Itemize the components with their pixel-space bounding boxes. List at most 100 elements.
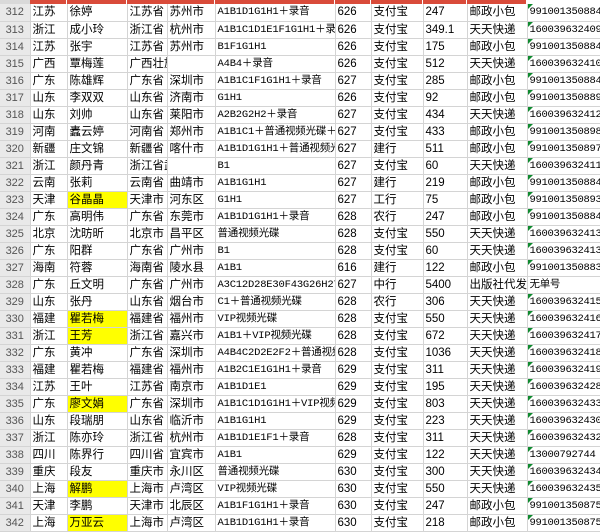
cell-batch-number[interactable]: 627 [335, 191, 371, 208]
cell-tracking[interactable]: 9910013508841 [527, 208, 600, 225]
cell-payment[interactable]: 支付宝 [371, 72, 423, 89]
cell-payment[interactable]: 支付宝 [371, 395, 423, 412]
cell-shipping[interactable]: 天天快递 [467, 412, 527, 429]
cell-amount[interactable]: 550 [423, 225, 467, 242]
cell-batch-number[interactable]: 630 [335, 480, 371, 497]
cell-customer-name[interactable]: 蠹云婷 [67, 123, 127, 140]
cell-amount[interactable]: 285 [423, 72, 467, 89]
row-number[interactable]: 320 [0, 140, 30, 157]
cell-province-full[interactable]: 江苏省 [127, 4, 167, 21]
cell-province-full[interactable]: 江苏省 [127, 378, 167, 395]
cell-tracking[interactable]: 160039632433 [527, 395, 600, 412]
cell-city[interactable]: 广州市 [167, 276, 215, 293]
cell-customer-name[interactable]: 颜丹青 [67, 157, 127, 174]
cell-city[interactable]: 北辰区 [167, 497, 215, 514]
cell-product-code[interactable]: G1H1 [215, 89, 335, 106]
row-number[interactable]: 333 [0, 361, 30, 378]
cell-tracking[interactable]: 160039632432 [527, 429, 600, 446]
cell-province-full[interactable]: 浙江省 [127, 327, 167, 344]
cell-city[interactable]: 广州市 [167, 242, 215, 259]
cell-city[interactable]: 深圳市 [167, 395, 215, 412]
cell-amount[interactable]: 195 [423, 378, 467, 395]
cell-batch-number[interactable]: 628 [335, 225, 371, 242]
cell-product-code[interactable]: 普通视频光碟 [215, 463, 335, 480]
cell-product-code[interactable]: B1F1G1H1 [215, 38, 335, 55]
cell-batch-number[interactable]: 630 [335, 463, 371, 480]
cell-amount[interactable]: 219 [423, 174, 467, 191]
cell-tracking[interactable]: 无单号 [527, 276, 600, 293]
cell-batch-number[interactable]: 629 [335, 395, 371, 412]
cell-province[interactable]: 北京 [30, 225, 67, 242]
row-number[interactable]: 337 [0, 429, 30, 446]
cell-province-full[interactable]: 北京市 [127, 225, 167, 242]
cell-tracking[interactable]: 9910013508931 [527, 191, 600, 208]
cell-tracking[interactable]: 160039632410 [527, 55, 600, 72]
cell-tracking[interactable]: 160039632413 [527, 225, 600, 242]
cell-city[interactable]: 卢湾区 [167, 514, 215, 531]
cell-product-code[interactable]: A1B1D1G1H1＋录音 [215, 4, 335, 21]
cell-batch-number[interactable]: 626 [335, 38, 371, 55]
cell-amount[interactable]: 75 [423, 191, 467, 208]
table-row[interactable]: 320新疆庄文锦新疆省喀什市A1B1D1G1H1＋普通视频光碟627建行511邮… [0, 140, 600, 157]
cell-amount[interactable]: 311 [423, 429, 467, 446]
cell-amount[interactable]: 218 [423, 514, 467, 531]
cell-city[interactable]: 苏州市 [167, 38, 215, 55]
cell-tracking[interactable]: 160039632428 [527, 378, 600, 395]
cell-amount[interactable]: 175 [423, 38, 467, 55]
cell-city[interactable]: 宜宾市 [167, 446, 215, 463]
cell-city[interactable]: 永川区 [167, 463, 215, 480]
table-row[interactable]: 332广东黄冲广东省深圳市A4B4C2D2E2F2＋普通视频光628支付宝103… [0, 344, 600, 361]
row-number[interactable]: 322 [0, 174, 30, 191]
cell-tracking[interactable]: 160039632417 [527, 327, 600, 344]
cell-customer-name[interactable]: 覃梅莲 [67, 55, 127, 72]
cell-shipping[interactable]: 天天快递 [467, 446, 527, 463]
cell-province-full[interactable]: 浙江省 [127, 429, 167, 446]
cell-amount[interactable]: 247 [423, 497, 467, 514]
cell-province[interactable]: 山东 [30, 293, 67, 310]
cell-city[interactable]: 莱阳市 [167, 106, 215, 123]
cell-payment[interactable]: 支付宝 [371, 38, 423, 55]
cell-payment[interactable]: 支付宝 [371, 123, 423, 140]
cell-product-code[interactable]: VIP视频光碟 [215, 480, 335, 497]
cell-amount[interactable]: 247 [423, 208, 467, 225]
cell-shipping[interactable]: 天天快递 [467, 463, 527, 480]
cell-batch-number[interactable]: 628 [335, 242, 371, 259]
cell-amount[interactable]: 92 [423, 89, 467, 106]
cell-payment[interactable]: 支付宝 [371, 463, 423, 480]
cell-province[interactable]: 广东 [30, 395, 67, 412]
cell-shipping[interactable]: 邮政小包 [467, 140, 527, 157]
cell-product-code[interactable]: VIP视频光碟 [215, 310, 335, 327]
cell-product-code[interactable]: A1B1C1D1G1H1＋VIP视频光 [215, 395, 335, 412]
cell-batch-number[interactable]: 627 [335, 72, 371, 89]
cell-product-code[interactable]: A1B1D1G1H1＋录音 [215, 208, 335, 225]
cell-product-code[interactable]: C1＋普通视频光碟 [215, 293, 335, 310]
row-number[interactable]: 336 [0, 412, 30, 429]
cell-product-code[interactable]: A1B1＋VIP视频光碟 [215, 327, 335, 344]
cell-province[interactable]: 河南 [30, 123, 67, 140]
cell-shipping[interactable]: 天天快递 [467, 225, 527, 242]
cell-batch-number[interactable]: 630 [335, 497, 371, 514]
cell-province[interactable]: 云南 [30, 174, 67, 191]
cell-shipping[interactable]: 邮政小包 [467, 38, 527, 55]
cell-payment[interactable]: 农行 [371, 293, 423, 310]
cell-customer-name[interactable]: 陈雄辉 [67, 72, 127, 89]
cell-tracking[interactable]: 160039632416 [527, 310, 600, 327]
cell-payment[interactable]: 工行 [371, 191, 423, 208]
cell-shipping[interactable]: 出版社代发 [467, 276, 527, 293]
cell-batch-number[interactable]: 616 [335, 259, 371, 276]
cell-amount[interactable]: 300 [423, 463, 467, 480]
cell-city[interactable]: 河东区 [167, 191, 215, 208]
cell-shipping[interactable]: 天天快递 [467, 361, 527, 378]
cell-product-code[interactable]: 普通视频光碟 [215, 225, 335, 242]
cell-amount[interactable]: 349.1 [423, 21, 467, 38]
cell-province-full[interactable]: 上海市 [127, 514, 167, 531]
cell-tracking[interactable]: 9910013508839 [527, 259, 600, 276]
